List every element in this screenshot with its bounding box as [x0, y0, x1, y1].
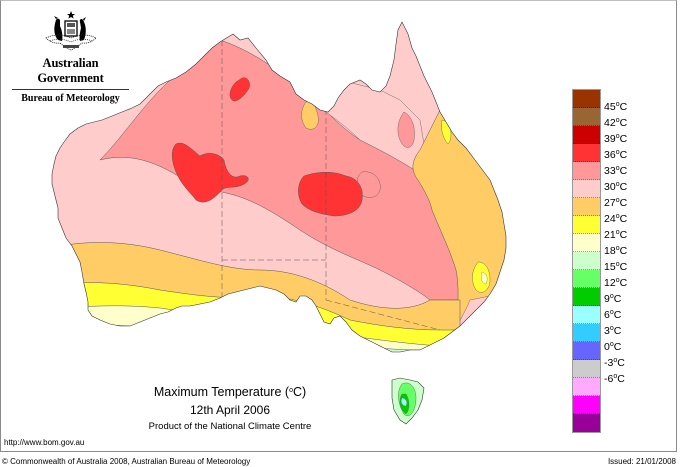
legend-label: 12oC	[604, 277, 628, 289]
legend-label: 27oC	[604, 197, 628, 209]
legend-label: -6oC	[604, 373, 625, 385]
legend-band-9-12	[573, 306, 600, 324]
legend-label: 30oC	[604, 181, 628, 193]
legend-label: 42oC	[604, 117, 628, 129]
divider	[12, 89, 129, 90]
legend-band-minus6-minus3	[573, 396, 600, 414]
legend-band-21-24	[573, 234, 600, 252]
temperature-legend	[572, 89, 601, 433]
legend-label: -3oC	[604, 357, 625, 369]
temperature-map	[51, 21, 507, 425]
legend-band-45-plus	[573, 90, 600, 108]
legend-label: 24oC	[604, 213, 628, 225]
legend-label: 0oC	[604, 341, 622, 353]
legend-label: 15oC	[604, 261, 628, 273]
legend-band-42-45	[573, 108, 600, 126]
map-date: 12th April 2006	[189, 403, 271, 417]
legend-band-12-15	[573, 288, 600, 306]
issued-date: Issued: 21/01/2008	[607, 457, 676, 466]
legend-band-18-21	[573, 252, 600, 270]
legend-band-36-39	[573, 144, 600, 162]
legend-band-6-9	[573, 324, 600, 342]
legend-band-24-27	[573, 216, 600, 234]
legend-band-0-3	[573, 360, 600, 378]
legend-band-27-30	[573, 198, 600, 216]
legend-band-3-6	[573, 342, 600, 360]
legend-band-below-minus6	[573, 414, 600, 432]
copyright-text: © Commonwealth of Australia 2008, Austra…	[2, 457, 251, 466]
coat-of-arms-icon	[44, 11, 97, 51]
bom-logo: Australian Government Bureau of Meteorol…	[8, 10, 133, 104]
legend-band-15-18	[573, 270, 600, 288]
map-title-block: Maximum Temperature (oC) 12th April 2006…	[130, 385, 330, 432]
legend-band-39-42	[573, 126, 600, 144]
legend-band-30-33	[573, 180, 600, 198]
org-subname: Bureau of Meteorology	[21, 93, 120, 104]
legend-label: 39oC	[604, 133, 628, 145]
legend-label: 3oC	[604, 325, 622, 337]
legend-band-33-36	[573, 162, 600, 180]
legend-label: 36oC	[604, 149, 628, 161]
legend-label: 6oC	[604, 309, 622, 321]
legend-label: 9oC	[604, 293, 622, 305]
map-product-note: Product of the National Climate Centre	[148, 421, 312, 432]
legend-label: 33oC	[604, 165, 628, 177]
website-link[interactable]: http://www.bom.gov.au	[4, 438, 85, 447]
org-name: Australian Government	[37, 56, 104, 85]
map-title: Maximum Temperature (oC)	[153, 385, 307, 399]
legend-label: 21oC	[604, 229, 628, 241]
legend-label: 18oC	[604, 245, 628, 257]
legend-label: 45oC	[604, 101, 628, 113]
legend-band-minus3-0	[573, 378, 600, 396]
